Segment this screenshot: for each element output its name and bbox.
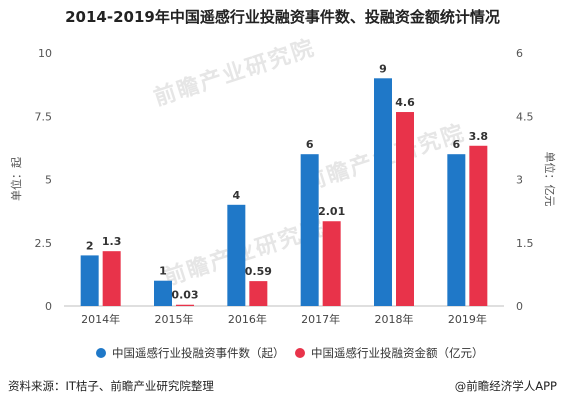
y-tick-label-right: 0: [516, 300, 523, 313]
y-tick-label-left: 10: [38, 47, 52, 60]
y-axis-title-left: 单位：起: [9, 157, 23, 201]
bar-events: [227, 204, 246, 306]
x-tick-label: 2018年: [375, 312, 414, 326]
y-tick-label-left: 0: [45, 300, 52, 313]
data-label-events: 6: [306, 138, 314, 151]
data-label-amount: 2.01: [318, 205, 345, 218]
bar-amount: [396, 112, 414, 307]
bar-amount: [249, 281, 268, 306]
data-label-amount: 1.3: [102, 235, 122, 248]
y-tick-label-right: 3: [516, 174, 523, 187]
data-label-events: 9: [379, 62, 387, 75]
x-tick-label: 2014年: [81, 312, 120, 326]
data-label-events: 1: [159, 265, 167, 278]
y-axis-title-right: 单位：亿元: [543, 152, 557, 207]
brand-credit: @前瞻经济学人APP: [454, 379, 557, 393]
bar-events: [374, 78, 392, 306]
legend-label-events: 中国遥感行业投融资事件数（起）: [112, 346, 285, 360]
legend-label-amount: 中国遥感行业投融资金额（亿元）: [311, 346, 484, 360]
bar-amount: [322, 221, 341, 306]
y-tick-label-right: 1.5: [516, 237, 534, 250]
bar-events: [300, 154, 319, 306]
y-tick-label-left: 7.5: [35, 110, 53, 123]
y-tick-label-right: 4.5: [516, 110, 534, 123]
data-label-events: 2: [86, 239, 94, 252]
y-tick-label-right: 6: [516, 47, 523, 60]
legend-marker-amount: [295, 348, 305, 358]
y-tick-label-left: 2.5: [35, 237, 53, 250]
bar-amount: [469, 145, 488, 306]
data-label-amount: 4.6: [395, 96, 415, 109]
data-label-events: 4: [233, 189, 241, 202]
data-label-amount: 3.8: [469, 130, 489, 143]
x-tick-label: 2015年: [155, 312, 194, 326]
data-label-events: 6: [453, 138, 461, 151]
x-tick-label: 2017年: [301, 312, 340, 326]
legend-marker-events: [96, 348, 106, 358]
bar-amount: [176, 304, 194, 306]
bar-events: [154, 280, 172, 306]
chart-title: 2014-2019年中国遥感行业投融资事件数、投融资金额统计情况: [65, 8, 500, 26]
y-tick-label-left: 5: [45, 174, 52, 187]
bar-amount: [102, 251, 121, 306]
data-label-amount: 0.03: [171, 289, 198, 302]
data-label-amount: 0.59: [245, 265, 272, 278]
bar-events: [447, 154, 466, 306]
x-tick-label: 2019年: [448, 312, 487, 326]
x-tick-label: 2016年: [228, 312, 267, 326]
bar-events: [80, 255, 99, 306]
source-note: 资料来源：IT桔子、前瞻产业研究院整理: [8, 379, 214, 393]
